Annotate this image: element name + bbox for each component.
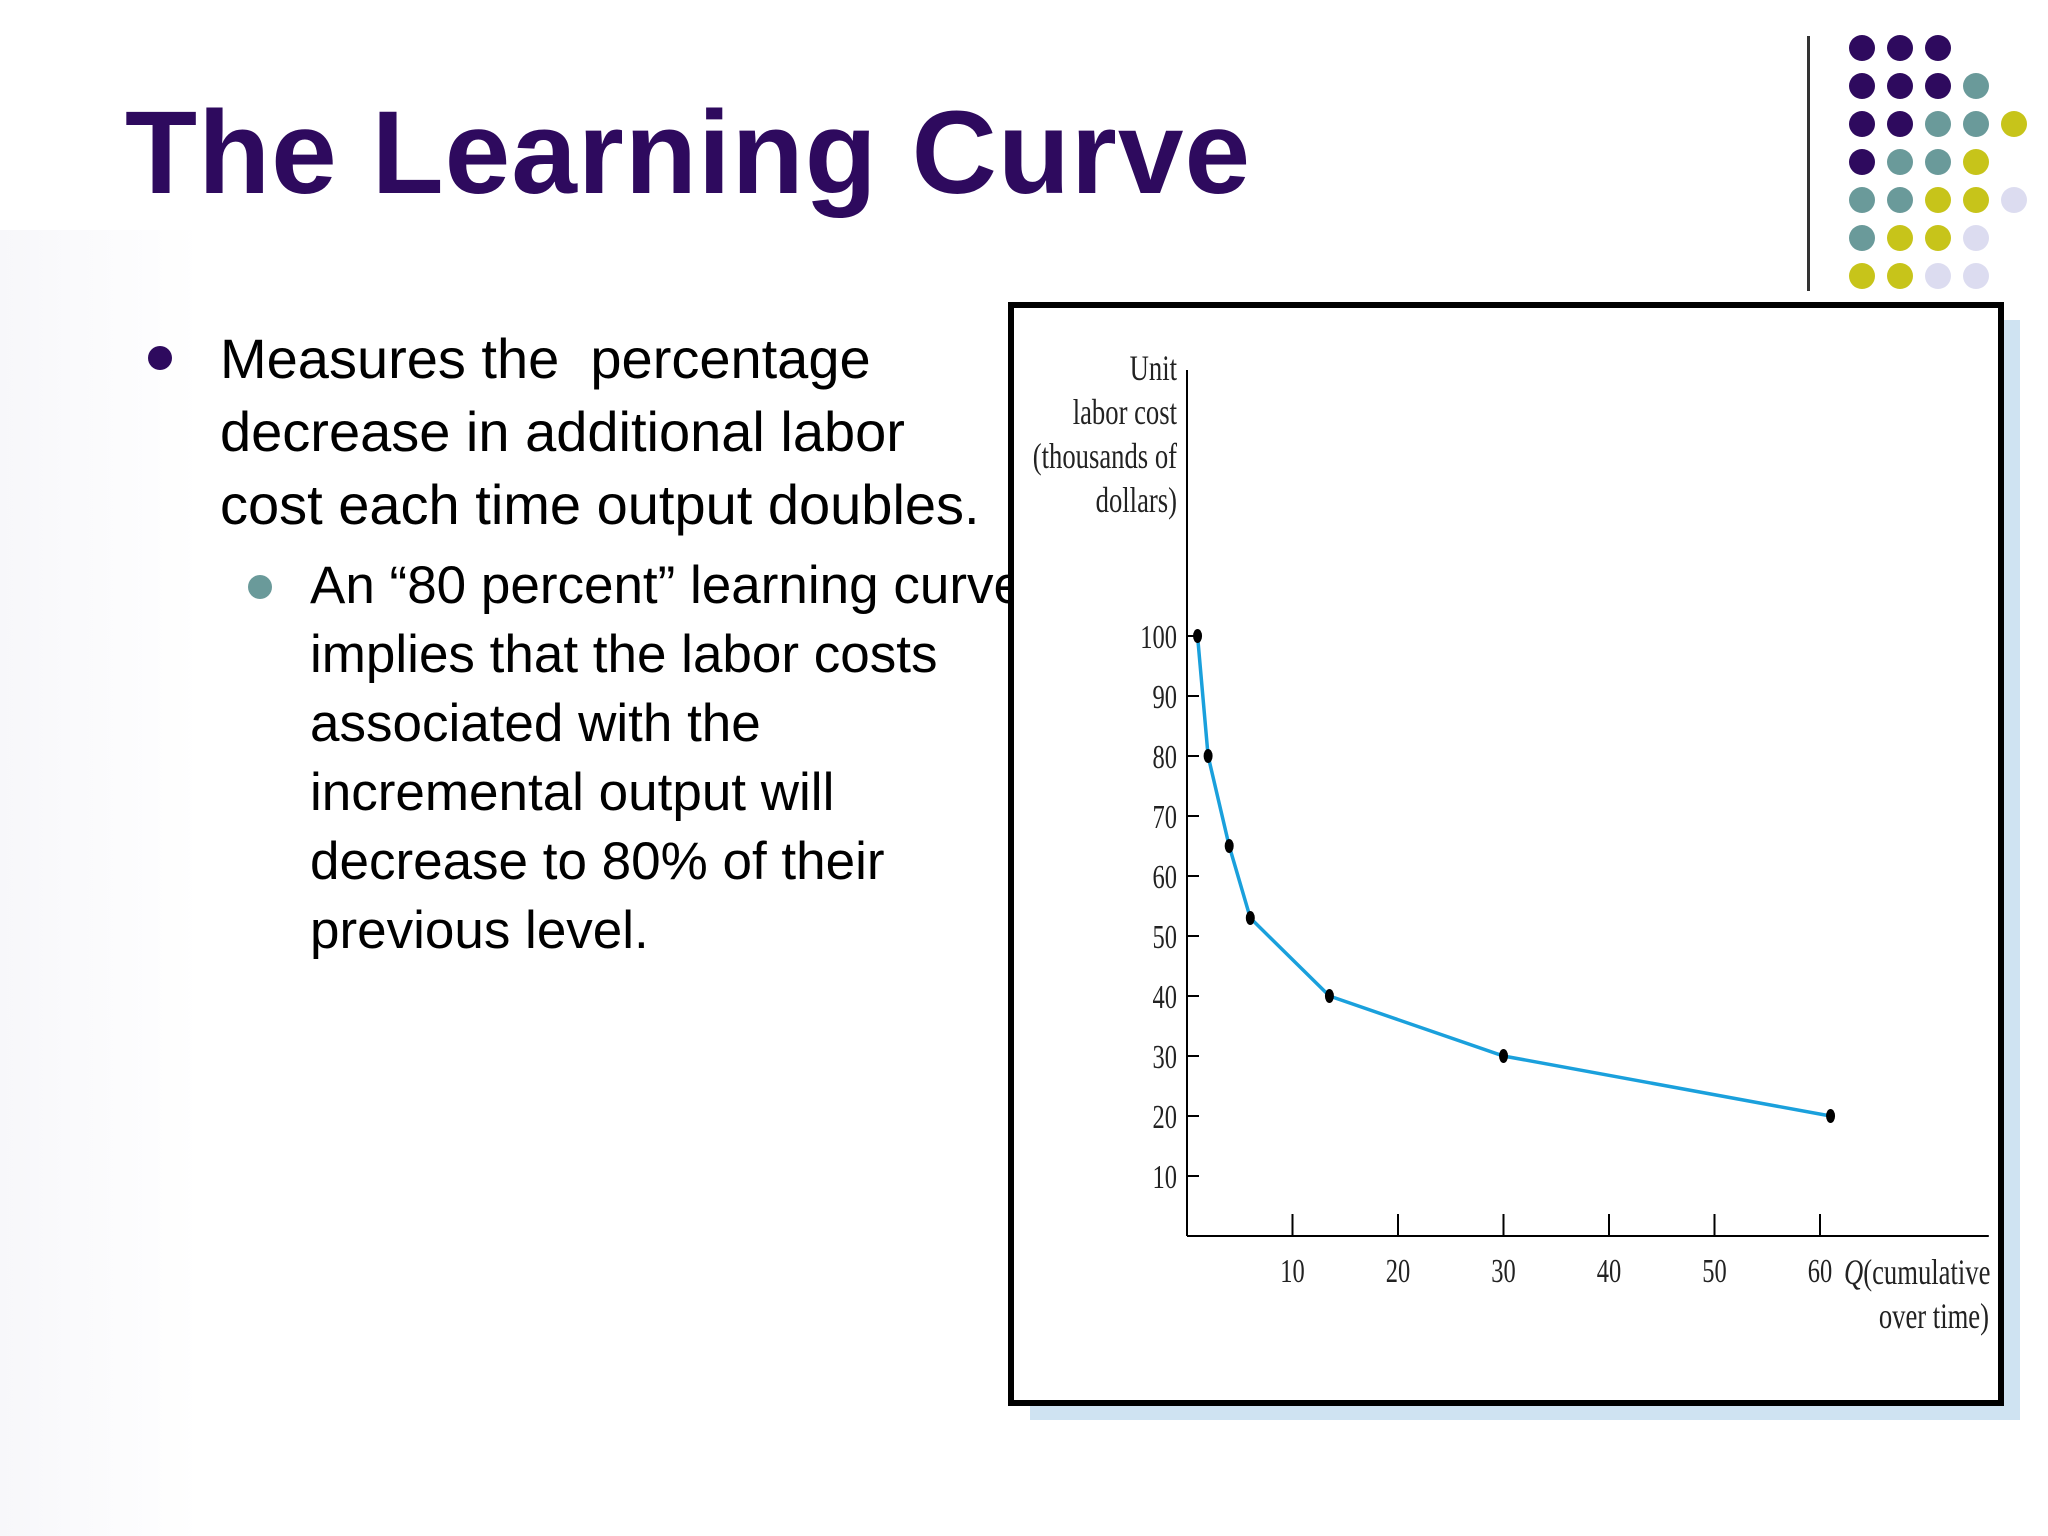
- x-tick-label: 60: [1808, 1253, 1832, 1290]
- decorative-dot-icon: [1849, 149, 1875, 175]
- y-tick-label: 10: [1153, 1159, 1177, 1196]
- x-tick-label: 40: [1597, 1253, 1621, 1290]
- decorative-dot-icon: [1887, 263, 1913, 289]
- background-shade: [0, 230, 200, 1536]
- decorative-dot-icon: [1963, 73, 1989, 99]
- x-tick-label: 20: [1386, 1253, 1410, 1290]
- chart-frame: 10 20 30 40 50 60 70 80 90 100 10 20 30 40 50 60 Unit lab…: [1008, 302, 2004, 1406]
- data-point: [1324, 989, 1334, 1003]
- x-axis-title: over time): [1879, 1296, 1989, 1336]
- bullet-text: Measures the percentage decrease in addi…: [220, 327, 980, 536]
- decorative-dot-icon: [2001, 111, 2027, 137]
- y-tick-label: 70: [1153, 799, 1177, 836]
- data-point: [1499, 1049, 1508, 1063]
- decorative-dot-icon: [1925, 73, 1951, 99]
- data-point: [1245, 911, 1255, 925]
- data-point: [1193, 629, 1203, 643]
- decorative-dot-icon: [1887, 73, 1913, 99]
- decorative-dot-icon: [1925, 263, 1951, 289]
- x-tick-label: 50: [1702, 1253, 1726, 1290]
- title-divider: [1807, 36, 1810, 291]
- decorative-dot-icon: [1963, 149, 1989, 175]
- y-tick-label: 100: [1140, 619, 1177, 656]
- decorative-dot-icon: [1887, 187, 1913, 213]
- y-tick-label: 60: [1153, 859, 1177, 896]
- decorative-dot-icon: [1925, 149, 1951, 175]
- data-point: [1203, 749, 1213, 763]
- decorative-dot-icon: [1849, 35, 1875, 61]
- data-point: [1224, 839, 1234, 853]
- decorative-dot-icon: [1963, 225, 1989, 251]
- decorative-dot-icon: [1963, 111, 1989, 137]
- decorative-dot-icon: [1849, 225, 1875, 251]
- sub-bullet-dot-icon: [248, 575, 272, 599]
- bullet-dot-icon: [148, 346, 172, 370]
- decorative-dot-icon: [2001, 187, 2027, 213]
- slide-title: The Learning Curve: [125, 87, 1252, 219]
- decorative-dot-icon: [1963, 187, 1989, 213]
- decorative-dot-icon: [1849, 187, 1875, 213]
- decorative-dot-icon: [1925, 225, 1951, 251]
- decorative-dot-icon: [1887, 111, 1913, 137]
- decorative-dot-icon: [1925, 111, 1951, 137]
- y-axis-title: labor cost: [1073, 392, 1177, 432]
- decorative-dot-icon: [1963, 263, 1989, 289]
- y-tick-label: 30: [1153, 1039, 1177, 1076]
- y-tick-label: 90: [1153, 679, 1177, 716]
- x-tick-label: 30: [1491, 1253, 1515, 1290]
- sub-bullet-item: An “80 percent” learning curve implies t…: [140, 551, 1023, 965]
- y-tick-label: 40: [1153, 979, 1177, 1016]
- decorative-dot-icon: [1849, 111, 1875, 137]
- y-axis-title: Unit: [1130, 348, 1178, 388]
- x-axis-title: Q(cumulative: [1844, 1252, 1990, 1292]
- decorative-dot-icon: [1849, 263, 1875, 289]
- y-tick-label: 50: [1153, 919, 1177, 956]
- decorative-dot-icon: [1925, 35, 1951, 61]
- data-point: [1826, 1109, 1836, 1123]
- decorative-dot-icon: [1849, 73, 1875, 99]
- learning-curve-line: [1195, 635, 1831, 1118]
- bullet-item: Measures the percentage decrease in addi…: [140, 322, 1020, 541]
- decorative-dot-icon: [1887, 35, 1913, 61]
- decorative-dot-icon: [1887, 225, 1913, 251]
- y-tick-label: 80: [1153, 739, 1177, 776]
- x-tick-label: 10: [1280, 1253, 1304, 1290]
- learning-curve-chart: 10 20 30 40 50 60 70 80 90 100 10 20 30 40 50 60 Unitlab…: [1033, 348, 1991, 1336]
- y-axis-title: (thousands of: [1033, 436, 1178, 476]
- bullet-list: Measures the percentage decrease in addi…: [140, 322, 1023, 965]
- decorative-dot-icon: [1887, 149, 1913, 175]
- sub-bullet-text: An “80 percent” learning curve implies t…: [310, 556, 1023, 960]
- y-axis-title: dollars): [1096, 480, 1177, 520]
- y-tick-label: 20: [1153, 1099, 1177, 1136]
- decorative-dot-icon: [1925, 187, 1951, 213]
